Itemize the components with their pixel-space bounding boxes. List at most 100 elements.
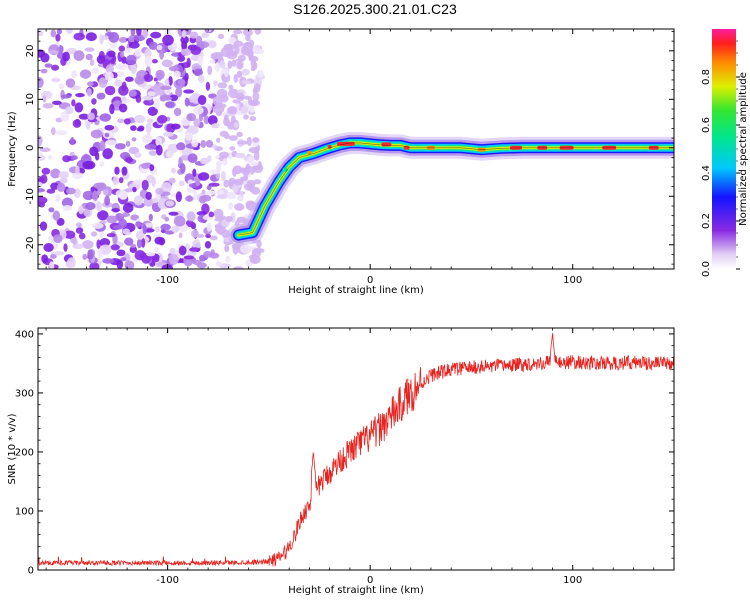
noise-speckle [236, 195, 243, 201]
noise-speckle [134, 152, 142, 158]
noise-speckle [120, 51, 125, 58]
noise-speckle [245, 34, 251, 42]
noise-speckle [156, 72, 163, 81]
noise-speckle [118, 212, 131, 218]
noise-speckle [116, 249, 126, 257]
colorbar-tick-label: 0.0 [701, 261, 712, 277]
y-tick-label: 0 [28, 566, 34, 577]
noise-speckle [207, 155, 212, 162]
noise-speckle [75, 227, 84, 234]
noise-speckle [159, 95, 167, 102]
noise-speckle [196, 211, 207, 216]
noise-speckle [93, 182, 106, 189]
noise-speckle [146, 252, 156, 257]
noise-speckle [50, 182, 59, 190]
y-tick-label: 0 [25, 145, 36, 151]
noise-speckle [193, 190, 198, 201]
noise-speckle [242, 29, 253, 37]
noise-speckle [143, 84, 151, 90]
noise-speckle [111, 208, 120, 213]
noise-speckle [248, 147, 260, 154]
noise-speckle [224, 68, 229, 78]
noise-speckle [171, 225, 180, 233]
noise-speckle [67, 257, 76, 268]
noise-speckle [66, 47, 77, 55]
noise-speckle [252, 44, 262, 55]
colorbar-label: Normalized spectral amplitude [738, 72, 749, 226]
noise-speckle [132, 186, 137, 193]
noise-speckle [204, 241, 212, 249]
noise-speckle [136, 29, 142, 36]
noise-speckle [223, 179, 230, 188]
noise-speckle [82, 253, 88, 260]
noise-speckle [197, 95, 207, 105]
noise-speckle [201, 32, 210, 39]
noise-speckle [155, 187, 164, 195]
spectrogram-frame [37, 28, 675, 270]
noise-speckle [87, 81, 94, 87]
noise-speckle [203, 115, 210, 125]
noise-speckle [59, 177, 68, 184]
noise-speckle [233, 266, 244, 269]
ridge-outline [238, 142, 674, 236]
noise-speckle [107, 50, 116, 58]
noise-speckle [56, 217, 65, 226]
noise-speckle [142, 224, 147, 235]
noise-speckle [236, 70, 243, 78]
noise-speckle [249, 105, 255, 114]
noise-speckle [43, 243, 54, 252]
noise-speckle [102, 189, 109, 196]
noise-speckle [120, 257, 127, 262]
noise-speckle [207, 115, 218, 126]
noise-speckle [233, 73, 238, 83]
noise-speckle [200, 157, 210, 165]
noise-speckle [144, 222, 153, 228]
noise-speckle [63, 243, 68, 252]
noise-speckle [149, 164, 155, 172]
noise-speckle [142, 134, 153, 144]
noise-speckle [46, 188, 56, 194]
noise-speckle [240, 244, 251, 254]
noise-speckle [178, 245, 187, 256]
noise-speckle [231, 59, 237, 67]
noise-speckle [240, 106, 249, 114]
noise-speckle [142, 95, 153, 101]
noise-speckle [116, 63, 128, 70]
ridge-hotspot [403, 145, 410, 150]
noise-speckle [227, 106, 238, 115]
x-tick-label: 0 [367, 275, 373, 286]
noise-speckle [185, 132, 193, 141]
noise-speckle [208, 40, 217, 49]
noise-speckle [112, 176, 120, 185]
spectrogram-x-label: Height of straight line (km) [288, 285, 424, 296]
ridge-hotspot [381, 142, 392, 147]
noise-speckle [147, 91, 156, 97]
noise-speckle [91, 98, 97, 105]
noise-speckle [221, 72, 231, 83]
noise-speckle [164, 230, 175, 235]
noise-speckle [78, 205, 84, 215]
noise-speckle [65, 106, 74, 115]
noise-speckle [92, 190, 99, 202]
noise-speckle [165, 200, 175, 207]
noise-speckle [205, 140, 214, 148]
noise-speckle [118, 45, 126, 52]
noise-speckle [91, 222, 104, 229]
noise-speckle [136, 238, 142, 249]
noise-speckle [109, 42, 118, 49]
noise-speckle [60, 111, 70, 122]
frequency-ridge [227, 131, 674, 247]
noise-speckle [217, 33, 225, 40]
noise-speckle [38, 155, 46, 161]
noise-speckle [130, 243, 137, 248]
noise-speckle [145, 122, 152, 134]
noise-speckle [70, 137, 75, 146]
noise-speckle [224, 244, 230, 253]
noise-speckle [206, 185, 212, 191]
noise-speckle [237, 92, 245, 102]
noise-speckle [56, 29, 62, 35]
noise-speckle [105, 139, 118, 146]
noise-speckle [176, 142, 186, 151]
noise-speckle [124, 188, 133, 193]
